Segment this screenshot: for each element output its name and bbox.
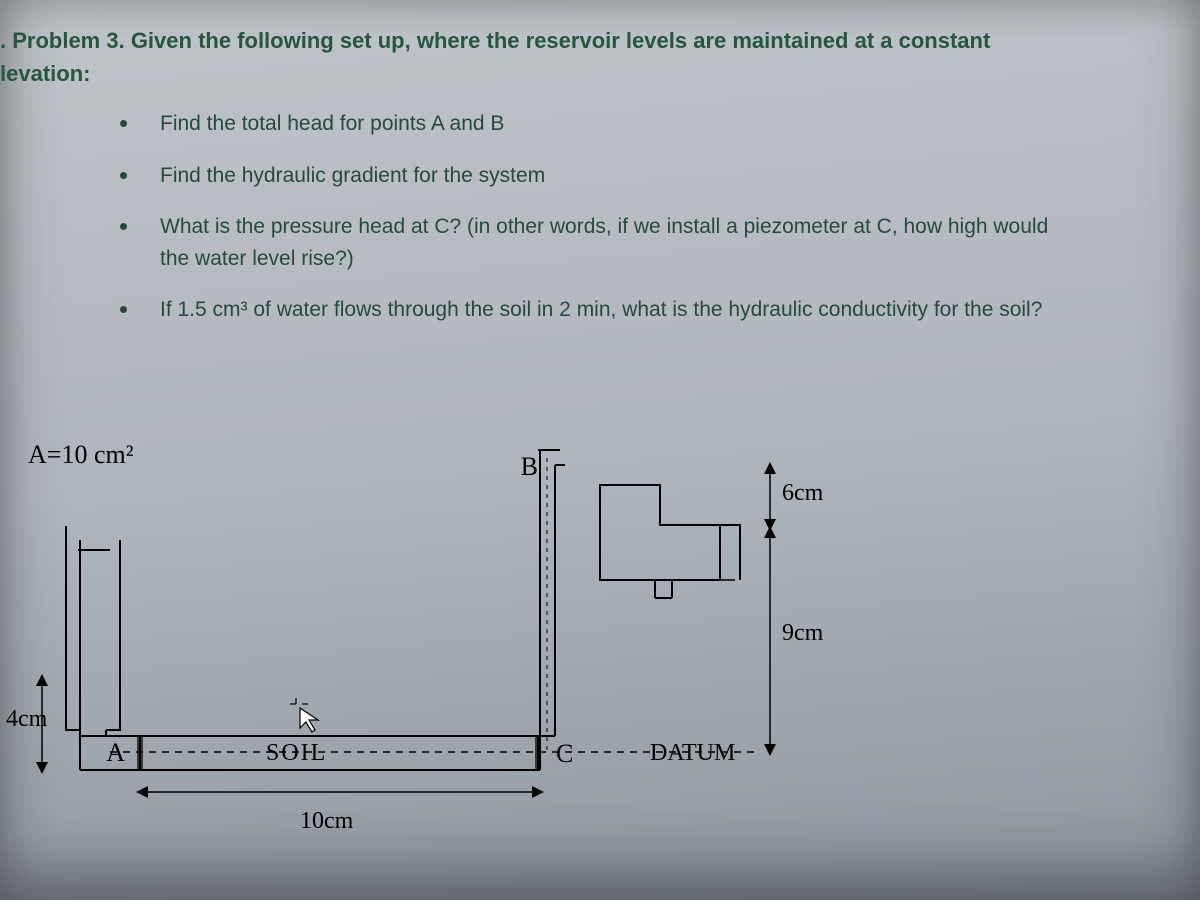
- task-item: Find the total head for points A and B: [120, 108, 1080, 140]
- dim-10cm: 10cm: [142, 792, 538, 834]
- label-soil: SOIL: [266, 740, 327, 766]
- dim-9cm-text: 9cm: [782, 620, 824, 646]
- cursor-icon: [290, 698, 318, 732]
- task-item: What is the pressure head at C? (in othe…: [120, 211, 1080, 274]
- area-label: A=10 cm²: [28, 440, 134, 470]
- label-a: A: [106, 738, 125, 767]
- task-item: If 1.5 cm³ of water flows through the so…: [120, 294, 1080, 326]
- label-datum: DATUM: [650, 740, 735, 766]
- diagram: A=10 cm²: [0, 430, 900, 890]
- task-text: If 1.5 cm³ of water flows through the so…: [160, 298, 1042, 321]
- heading-line-2: levation:: [0, 61, 90, 86]
- label-c: C: [556, 739, 573, 768]
- task-item: Find the hydraulic gradient for the syst…: [120, 160, 1080, 192]
- task-text: What is the pressure head at C? (in othe…: [160, 215, 1048, 270]
- dim-4cm-text: 4cm: [6, 706, 48, 732]
- dim-10cm-text: 10cm: [300, 808, 354, 834]
- heading-line-1: . Problem 3. Given the following set up,…: [0, 28, 990, 53]
- dim-6cm-text: 6cm: [782, 480, 824, 506]
- right-reservoir: [600, 485, 740, 598]
- dim-6cm: 6cm: [770, 468, 824, 525]
- problem-heading: . Problem 3. Given the following set up,…: [0, 24, 1180, 90]
- diagram-svg: A C B SOIL DATUM 4cm 10cm 6cm: [0, 430, 900, 890]
- task-text: Find the total head for points A and B: [160, 112, 504, 135]
- dim-9cm: 9cm: [770, 532, 824, 750]
- dim-4cm: 4cm: [6, 680, 48, 768]
- left-reservoir-outline: [66, 526, 120, 730]
- label-b: B: [521, 452, 538, 481]
- soil-sample: [140, 736, 538, 770]
- task-text: Find the hydraulic gradient for the syst…: [160, 164, 545, 187]
- task-list: Find the total head for points A and B F…: [0, 108, 1180, 326]
